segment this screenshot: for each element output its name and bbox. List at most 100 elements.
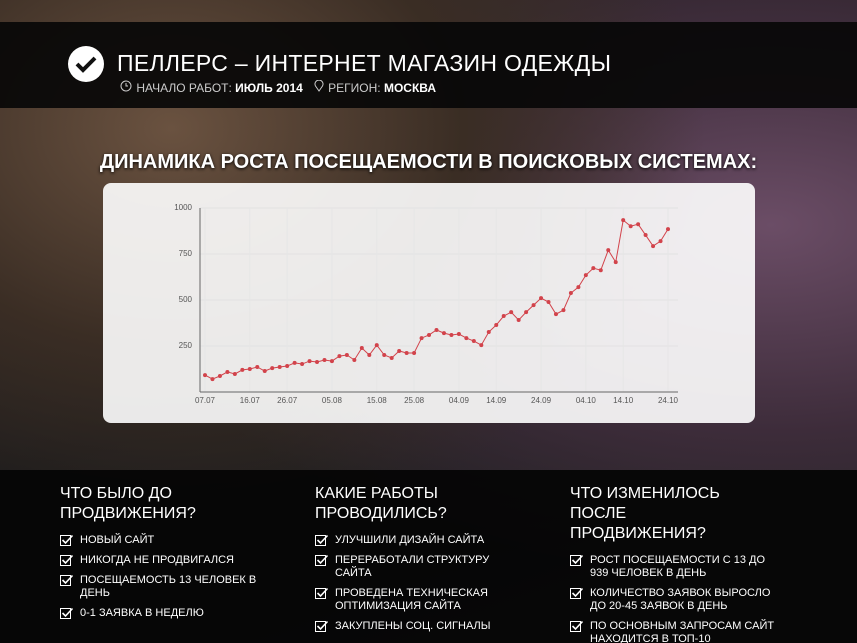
point: [292, 360, 297, 365]
x-tick-label: 05.08: [322, 396, 343, 405]
chart-title: ДИНАМИКА РОСТА ПОСЕЩАЕМОСТИ В ПОИСКОВЫХ …: [99, 151, 758, 173]
point: [374, 343, 379, 348]
checkbox-icon: [315, 534, 329, 546]
point: [359, 346, 364, 351]
point: [524, 310, 529, 315]
region-value: МОСКВА: [383, 81, 437, 95]
point: [479, 343, 484, 348]
checkbox-icon: [570, 620, 584, 632]
x-tick-label: 24.10: [658, 396, 679, 405]
point: [434, 327, 439, 332]
list-item: ПО ОСНОВНЫМ ЗАПРОСАМ САЙТ НАХОДИТСЯ В ТО…: [570, 620, 780, 643]
point: [232, 371, 237, 376]
point: [583, 273, 588, 278]
point: [591, 266, 596, 271]
checkbox-icon: [570, 554, 584, 566]
header-bar: [0, 22, 857, 108]
bottom-band: [0, 470, 857, 643]
point: [427, 332, 432, 337]
region-label: РЕГИОН:: [328, 81, 381, 95]
x-tick-label: 14.10: [613, 396, 634, 405]
point: [501, 314, 506, 319]
y-tick-label: 750: [179, 249, 193, 258]
point: [389, 355, 394, 360]
list-item-text: КОЛИЧЕСТВО ЗАЯВОК ВЫРОСЛО ДО 20-45 ЗАЯВО…: [590, 587, 771, 612]
point: [315, 360, 320, 365]
pin-icon: [314, 79, 324, 92]
header-title: ПЕЛЛЕРС – ИНТЕРНЕТ МАГАЗИН ОДЕЖДЫ: [117, 50, 612, 76]
column: ЧТО БЫЛО ДО ПРОДВИЖЕНИЯ? НОВЫЙ САЙТ НИКОГД…: [60, 484, 270, 627]
list-item: КОЛИЧЕСТВО ЗАЯВОК ВЫРОСЛО ДО 20-45 ЗАЯВО…: [570, 587, 780, 613]
x-tick-label: 26.07: [277, 396, 298, 405]
list-item-text: 0-1 ЗАЯВКА В НЕДЕЛЮ: [80, 607, 204, 619]
point: [606, 248, 611, 253]
point: [217, 373, 222, 378]
chart-panel: [103, 183, 755, 423]
point: [449, 332, 454, 337]
point: [397, 348, 402, 353]
list-item-text: ПЕРЕРАБОТАЛИ СТРУКТУРУ САЙТА: [335, 554, 490, 579]
list-item-text: ПО ОСНОВНЫМ ЗАПРОСАМ САЙТ НАХОДИТСЯ В ТО…: [590, 620, 775, 643]
start-value: ИЮЛЬ 2014: [235, 81, 303, 95]
point: [568, 291, 573, 296]
list-item-text: УЛУЧШИЛИ ДИЗАЙН САЙТА: [335, 534, 485, 546]
point: [598, 268, 603, 273]
point: [307, 359, 312, 364]
list-item: НИКОГДА НЕ ПРОДВИГАЛСЯ: [60, 554, 270, 567]
point: [337, 354, 342, 359]
point: [300, 362, 305, 367]
checkbox-icon: [315, 554, 329, 566]
x-tick-label: 16.07: [240, 396, 261, 405]
x-tick-label: 04.09: [449, 396, 470, 405]
start-label: НАЧАЛО РАБОТ:: [136, 81, 232, 95]
point: [412, 350, 417, 355]
point: [210, 377, 215, 382]
list-item-text: РОСТ ПОСЕЩАЕМОСТИ С 13 ДО 939 ЧЕЛОВЕК В …: [590, 554, 766, 579]
checkbox-icon: [315, 620, 329, 632]
point: [471, 339, 476, 344]
checkbox-icon: [60, 607, 74, 619]
point: [546, 300, 551, 305]
point: [262, 369, 267, 374]
x-tick-label: 15.08: [367, 396, 388, 405]
checkbox-icon: [60, 574, 74, 586]
list-item: ПОСЕЩАЕМОСТЬ 13 ЧЕЛОВЕК В ДЕНЬ: [60, 574, 270, 600]
point: [576, 285, 581, 290]
point: [486, 330, 491, 335]
column: КАКИЕ РАБОТЫ ПРОВОДИЛИСЬ? УЛУЧШИЛИ ДИЗАЙН…: [315, 484, 525, 640]
point: [539, 296, 544, 301]
list-item: УЛУЧШИЛИ ДИЗАЙН САЙТА: [315, 534, 525, 547]
list-item-text: ПОСЕЩАЕМОСТЬ 13 ЧЕЛОВЕК В ДЕНЬ: [80, 574, 257, 599]
header-subtitle: НАЧАЛО РАБОТ: ИЮЛЬ 2014 РЕГИОН: МОСКВА: [119, 79, 437, 95]
checkbox-icon: [315, 587, 329, 599]
point: [285, 364, 290, 369]
list-item-text: НОВЫЙ САЙТ: [80, 534, 155, 546]
point: [225, 369, 230, 374]
checkbox-icon: [60, 554, 74, 566]
clock-icon: [120, 80, 132, 92]
list-item: НОВЫЙ САЙТ: [60, 534, 270, 547]
column-title: ЧТО БЫЛО ДО ПРОДВИЖЕНИЯ?: [60, 485, 196, 522]
point: [203, 373, 207, 378]
point: [367, 353, 372, 358]
column-title: ЧТО ИЗМЕНИЛОСЬ ПОСЛЕ ПРОДВИЖЕНИЯ?: [570, 485, 720, 542]
y-tick-label: 1000: [174, 203, 192, 212]
x-tick-label: 25.08: [404, 396, 425, 405]
x-tick-label: 07.07: [195, 396, 216, 405]
point: [322, 357, 327, 362]
point: [240, 367, 245, 372]
point: [621, 218, 626, 223]
point: [561, 308, 566, 313]
point: [628, 224, 633, 229]
y-tick-label: 500: [179, 295, 193, 304]
point: [516, 318, 521, 323]
point: [651, 244, 656, 249]
point: [344, 353, 349, 358]
x-tick-label: 04.10: [576, 396, 597, 405]
point: [419, 336, 424, 341]
check-icon: [68, 46, 104, 82]
point: [382, 353, 387, 358]
list-item: ПРОВЕДЕНА ТЕХНИЧЕСКАЯ ОПТИМИЗАЦИЯ САЙТА: [315, 587, 525, 613]
point: [643, 233, 648, 238]
